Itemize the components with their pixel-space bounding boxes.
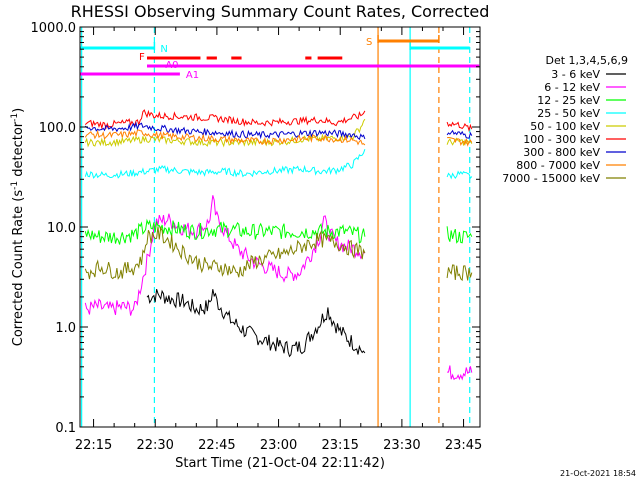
x-tick-label: 23:45: [445, 438, 482, 453]
y-tick-label: 100.0: [39, 121, 76, 136]
legend-entry-label: 100 - 300 keV: [523, 133, 600, 146]
x-tick-label: 23:30: [383, 438, 420, 453]
series-line: [84, 129, 366, 146]
legend-entry-label: 50 - 100 keV: [530, 120, 600, 133]
series-line: [446, 226, 473, 244]
series-line: [84, 225, 366, 280]
legend-entry-label: 6 - 12 keV: [544, 81, 600, 94]
series-lines: [84, 109, 473, 381]
flag-label: A0: [165, 60, 178, 71]
legend-entry-label: 25 - 50 keV: [537, 107, 600, 120]
flag-label: N: [160, 44, 167, 55]
legend-entry-label: 300 - 800 keV: [523, 146, 600, 159]
x-tick-label: 22:15: [75, 438, 112, 453]
flag-label: A1: [186, 70, 199, 81]
series-line: [84, 109, 366, 130]
x-tick-label: 23:15: [321, 438, 358, 453]
x-axis-label: Start Time (21-Oct-04 22:11:42): [175, 456, 385, 471]
plot-area: N F A0 A1 S: [79, 26, 481, 428]
series-line: [446, 137, 473, 146]
series-line: [446, 264, 473, 282]
series-line: [84, 149, 366, 179]
x-tick-label: 23:00: [260, 438, 297, 453]
legend-entry-label: 7000 - 15000 keV: [502, 172, 600, 185]
series-line: [84, 195, 366, 316]
y-axis: 1000.0 100.0 10.0 1.0 0.1: [31, 21, 480, 436]
y-tick-label: 0.1: [55, 421, 76, 436]
legend-entry-label: 800 - 7000 keV: [516, 159, 600, 172]
flag-bars: N F A0 A1 S: [80, 35, 480, 81]
y-axis-label: Corrected Count Rate (s-1 detector-1): [10, 108, 26, 346]
x-tick-label: 22:30: [136, 438, 173, 453]
flag-label: S: [366, 37, 372, 48]
y-tick-label: 1000.0: [31, 21, 77, 36]
y-tick-label: 1.0: [55, 321, 76, 336]
series-line: [84, 118, 366, 148]
y-axis-label-sup-2: -1: [10, 113, 20, 122]
series-line: [447, 136, 473, 147]
y-axis-label-end: detector: [11, 121, 26, 181]
flag-label: F: [139, 52, 145, 63]
y-axis-label-tail: ): [11, 108, 26, 113]
x-axis: 22:15 22:30 22:45 23:00 23:15 23:30 23:45: [75, 27, 482, 453]
series-line: [146, 289, 366, 358]
chart-title: RHESSI Observing Summary Count Rates, Co…: [71, 2, 490, 21]
series-line: [84, 218, 366, 245]
generated-timestamp: 21-Oct-2021 18:54: [560, 469, 636, 478]
y-axis-label-main: Corrected Count Rate (s: [11, 190, 26, 347]
series-line: [446, 121, 473, 133]
series-line: [446, 129, 473, 139]
plot-frame: [79, 26, 481, 428]
legend-entry-label: 12 - 25 keV: [537, 94, 600, 107]
legend-title: Det 1,3,4,5,6,9: [545, 54, 628, 67]
y-axis-label-sup: -1: [10, 181, 20, 190]
series-line: [447, 365, 473, 381]
series-line: [446, 170, 473, 180]
x-tick-label: 22:45: [198, 438, 235, 453]
y-tick-label: 10.0: [47, 221, 76, 236]
legend-entry-label: 3 - 6 keV: [551, 68, 600, 81]
